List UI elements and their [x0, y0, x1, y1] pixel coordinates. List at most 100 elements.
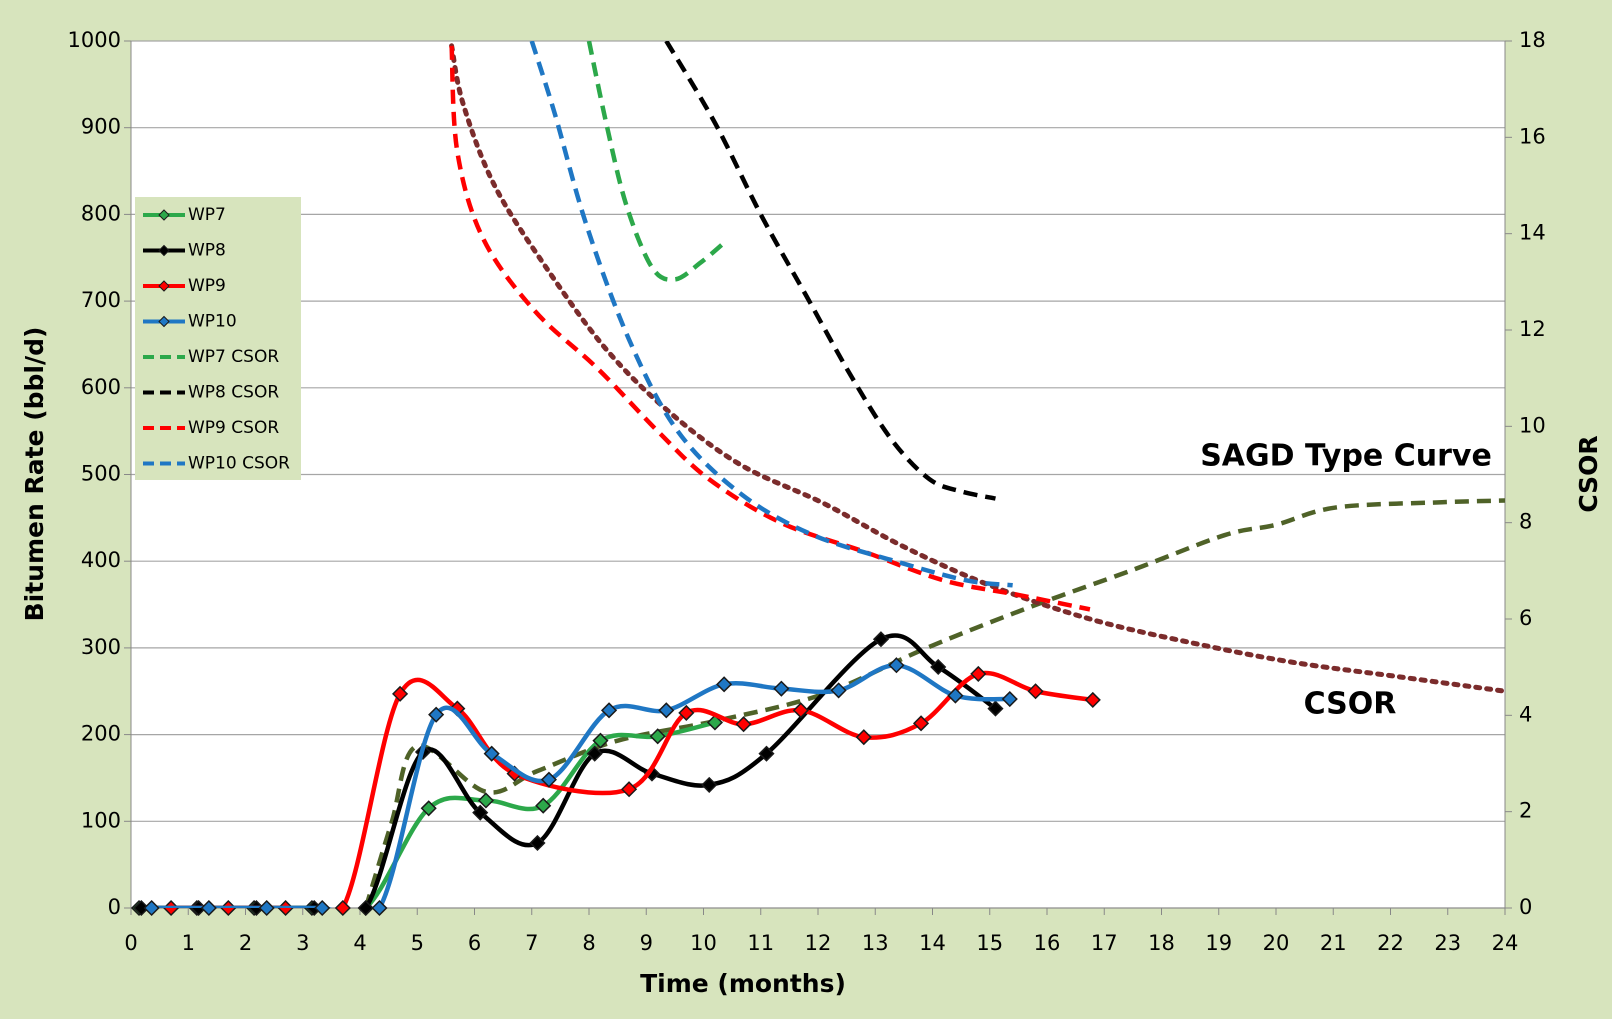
marker — [658, 702, 675, 719]
x-tick-label: 11 — [747, 931, 774, 955]
series-line — [664, 41, 996, 501]
y2-tick-label: 2 — [1519, 799, 1532, 823]
x-axis-title: Time (months) — [640, 969, 846, 998]
marker — [540, 771, 557, 788]
x-tick-label: 17 — [1091, 931, 1118, 955]
marker — [586, 745, 603, 762]
y-tick-label: 400 — [81, 548, 121, 572]
y-tick-label: 700 — [81, 288, 121, 312]
x-tick-label: 15 — [976, 931, 1003, 955]
marker — [334, 899, 351, 917]
marker — [529, 834, 546, 852]
legend-marker — [158, 209, 170, 221]
marker — [649, 728, 666, 745]
marker — [930, 658, 947, 676]
y-tick-label: 600 — [81, 375, 121, 399]
series-line — [586, 41, 725, 282]
y-tick-label: 500 — [81, 462, 121, 486]
y-tick-label: 200 — [81, 722, 121, 746]
x-tick-label: 0 — [124, 931, 137, 955]
annotation: CSOR — [1304, 687, 1397, 722]
y2-tick-label: 18 — [1519, 28, 1546, 52]
y2-tick-label: 8 — [1519, 510, 1532, 534]
marker — [371, 899, 388, 917]
marker — [357, 899, 374, 917]
marker — [472, 804, 489, 821]
legend-label: WP10 CSOR — [188, 454, 290, 474]
marker — [258, 899, 275, 917]
marker — [706, 714, 724, 731]
y2-tick-label: 4 — [1519, 702, 1532, 726]
x-tick-label: 14 — [919, 931, 946, 955]
marker — [735, 716, 752, 733]
marker — [420, 800, 437, 817]
y-tick-label: 100 — [81, 808, 121, 832]
y2-tick-label: 16 — [1519, 124, 1546, 148]
x-tick-label: 19 — [1205, 931, 1232, 955]
legend-box — [135, 197, 301, 480]
marker — [477, 792, 495, 809]
x-tick-label: 23 — [1434, 931, 1461, 955]
y-tick-label: 800 — [81, 201, 121, 225]
y-axis-title: Bitumen Rate (bbl/d) — [20, 327, 49, 622]
x-tick-label: 8 — [582, 931, 595, 955]
y2-tick-label: 6 — [1519, 606, 1532, 630]
marker — [1001, 690, 1018, 708]
x-tick-label: 2 — [239, 931, 252, 955]
x-tick-label: 10 — [690, 931, 717, 955]
x-tick-label: 1 — [182, 931, 195, 955]
x-tick-label: 9 — [640, 931, 653, 955]
x-tick-label: 7 — [525, 931, 538, 955]
x-tick-label: 24 — [1492, 931, 1519, 955]
y2-tick-label: 14 — [1519, 221, 1546, 245]
x-tick-label: 22 — [1377, 931, 1404, 955]
legend-marker — [158, 315, 170, 328]
legend-label: WP8 — [188, 241, 226, 261]
legend-marker — [158, 280, 170, 292]
marker — [855, 729, 872, 746]
marker — [678, 704, 695, 721]
legend-label: WP7 — [188, 205, 226, 225]
y-tick-label: 0 — [108, 895, 121, 919]
marker — [592, 732, 609, 749]
x-tick-label: 16 — [1034, 931, 1061, 955]
x-tick-label: 13 — [862, 931, 889, 955]
x-tick-label: 12 — [805, 931, 832, 955]
marker — [483, 745, 500, 762]
marker — [773, 680, 790, 697]
y2-tick-label: 10 — [1519, 413, 1546, 437]
x-tick-label: 3 — [296, 931, 309, 955]
marker — [888, 657, 905, 674]
x-tick-label: 6 — [468, 931, 481, 955]
marker — [200, 899, 217, 917]
marker — [912, 715, 930, 732]
marker — [621, 781, 638, 798]
marker — [392, 685, 409, 702]
marker — [1084, 691, 1101, 708]
marker — [535, 797, 552, 814]
marker — [1027, 683, 1044, 700]
marker — [143, 899, 160, 917]
legend-label: WP8 CSOR — [188, 383, 279, 403]
marker — [758, 745, 775, 762]
x-tick-label: 20 — [1263, 931, 1290, 955]
y2-tick-label: 0 — [1519, 895, 1532, 919]
type-curve — [449, 43, 1505, 694]
annotation: SAGD Type Curve — [1200, 439, 1492, 474]
y-tick-label: 300 — [81, 635, 121, 659]
marker — [970, 665, 987, 682]
y2-axis-title: CSOR — [1574, 435, 1603, 512]
x-tick-label: 18 — [1148, 931, 1175, 955]
marker — [947, 687, 964, 704]
x-tick-label: 5 — [411, 931, 424, 955]
marker — [314, 899, 331, 917]
y-tick-label: 900 — [81, 115, 121, 139]
legend-label: WP7 CSOR — [188, 347, 279, 367]
marker — [428, 706, 445, 723]
marker — [987, 700, 1004, 717]
legend-label: WP9 — [188, 276, 226, 296]
marker — [701, 776, 718, 793]
marker — [792, 702, 809, 719]
legend-marker — [158, 244, 170, 257]
